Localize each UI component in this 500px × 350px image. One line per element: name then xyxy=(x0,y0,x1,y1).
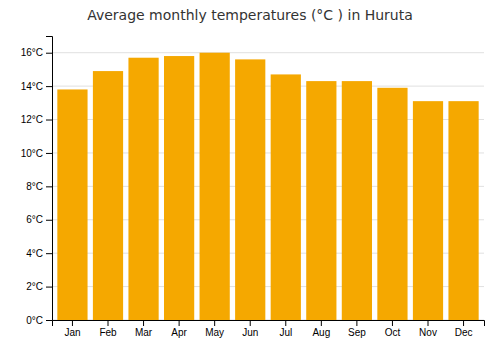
y-tick: 10°C xyxy=(21,148,52,159)
title: Average monthly temperatures (°C ) in Hu… xyxy=(87,7,413,23)
x-tick: Aug xyxy=(312,320,330,338)
x-tick-mark xyxy=(356,320,357,326)
y-tick-mark xyxy=(46,253,52,254)
y-tick: 4°C xyxy=(26,248,52,259)
x-tick-label: Jan xyxy=(64,327,80,338)
y-tick-label: 16°C xyxy=(21,47,43,58)
x-tick: Sep xyxy=(348,320,366,338)
y-tick-label: 6°C xyxy=(26,214,43,225)
chart: Jan Feb Mar Apr May Jun Jul Aug Sep Oct Nov Dec 0°C 2… xyxy=(0,0,500,350)
y-tick-label: 0°C xyxy=(26,315,43,326)
x-tick-label: Sep xyxy=(348,327,366,338)
x-tick-mark xyxy=(321,320,322,326)
y-tick-mark xyxy=(46,220,52,221)
x-tick: Jan xyxy=(64,320,80,338)
x-tick: Mar xyxy=(135,320,153,338)
y-tick-label: 2°C xyxy=(26,281,43,292)
bar xyxy=(271,74,301,320)
y-tick-mark xyxy=(46,86,52,87)
y-tick-mark xyxy=(46,287,52,288)
bar xyxy=(306,81,336,320)
bar xyxy=(164,56,194,320)
bar xyxy=(413,101,443,320)
bar xyxy=(342,81,372,320)
x-tick: May xyxy=(205,320,224,338)
x-tick-mark xyxy=(214,320,215,326)
bar xyxy=(128,58,158,320)
bar xyxy=(57,89,87,320)
y-tick-mark xyxy=(46,153,52,154)
y-tick-label: 12°C xyxy=(21,114,43,125)
x-tick-mark xyxy=(463,320,464,326)
grid xyxy=(52,53,484,320)
x-tick: Feb xyxy=(99,320,117,338)
x-tick-mark xyxy=(179,320,180,326)
y-tick-mark xyxy=(46,186,52,187)
x-tick-mark xyxy=(392,320,393,326)
bar xyxy=(448,101,478,320)
x-tick: Oct xyxy=(385,320,401,338)
grid-line xyxy=(52,52,484,53)
x-tick-mark xyxy=(108,320,109,326)
axis-domain xyxy=(53,321,485,327)
x-tick-mark xyxy=(250,320,251,326)
y-tick: 6°C xyxy=(26,214,52,225)
y-tick: 12°C xyxy=(21,114,52,125)
y-tick-mark xyxy=(46,53,52,54)
x-tick-label: Aug xyxy=(312,327,330,338)
x-tick: Jul xyxy=(279,320,292,338)
x-tick-label: Jul xyxy=(279,327,292,338)
x-tick: Apr xyxy=(171,320,187,338)
bars xyxy=(57,53,478,320)
x-tick-label: Dec xyxy=(455,327,473,338)
y-axis: 0°C 2°C 4°C 6°C 8°C 10°C 12°C 14°C 16°C xyxy=(21,37,53,326)
bar xyxy=(235,59,265,320)
y-tick: 8°C xyxy=(26,181,52,192)
bar xyxy=(93,71,123,320)
x-tick-label: Nov xyxy=(419,327,437,338)
x-tick-label: Jun xyxy=(242,327,258,338)
y-tick-mark xyxy=(46,120,52,121)
y-tick-label: 10°C xyxy=(21,148,43,159)
y-tick-label: 4°C xyxy=(26,248,43,259)
y-tick: 14°C xyxy=(21,81,52,92)
bar xyxy=(377,88,407,320)
x-tick: Nov xyxy=(419,320,437,338)
y-tick-label: 8°C xyxy=(26,181,43,192)
y-tick: 0°C xyxy=(26,315,52,326)
plot: Jan Feb Mar Apr May Jun Jul Aug Sep Oct Nov Dec 0°C 2… xyxy=(21,37,485,339)
x-tick: Jun xyxy=(242,320,258,338)
x-tick-label: Feb xyxy=(99,327,117,338)
y-tick: 2°C xyxy=(26,281,52,292)
axis-domain xyxy=(46,37,53,321)
y-tick-mark xyxy=(46,320,52,321)
x-axis: Jan Feb Mar Apr May Jun Jul Aug Sep Oct Nov Dec xyxy=(53,320,485,338)
x-tick: Dec xyxy=(455,320,473,338)
y-tick-label: 14°C xyxy=(21,81,43,92)
x-tick-mark xyxy=(428,320,429,326)
x-tick-label: May xyxy=(205,327,224,338)
x-tick-label: Mar xyxy=(135,327,153,338)
x-tick-label: Apr xyxy=(171,327,187,338)
bar xyxy=(200,53,230,320)
x-tick-mark xyxy=(72,320,73,326)
x-tick-mark xyxy=(285,320,286,326)
x-tick-mark xyxy=(143,320,144,326)
x-tick-label: Oct xyxy=(385,327,401,338)
y-tick: 16°C xyxy=(21,47,52,58)
